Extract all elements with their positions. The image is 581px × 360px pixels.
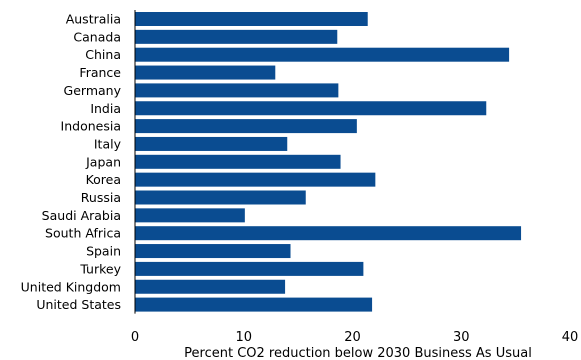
category-label-germany: Germany — [64, 83, 122, 98]
category-label-france: France — [79, 65, 121, 80]
bar-turkey — [135, 261, 364, 276]
bar-spain — [135, 244, 291, 259]
bar-korea — [135, 172, 376, 187]
bar-united-kingdom — [135, 279, 286, 294]
bar-india — [135, 101, 487, 116]
x-tick-label-40: 40 — [562, 330, 579, 345]
bar-china — [135, 47, 510, 62]
category-label-russia: Russia — [81, 190, 121, 205]
category-label-turkey: Turkey — [79, 261, 121, 276]
x-tick-label-20: 20 — [344, 330, 361, 345]
bar-italy — [135, 136, 288, 151]
category-label-australia: Australia — [66, 12, 121, 27]
bar-indonesia — [135, 119, 357, 134]
category-label-india: India — [90, 101, 121, 116]
category-label-saudi-arabia: Saudi Arabia — [42, 208, 121, 223]
category-label-japan: Japan — [85, 154, 121, 169]
x-tick-label-30: 30 — [453, 330, 470, 345]
x-tick-label-0: 0 — [131, 330, 139, 345]
bar-saudi-arabia — [135, 208, 245, 223]
bar-canada — [135, 29, 338, 44]
bar-australia — [135, 12, 368, 26]
bar-russia — [135, 190, 306, 205]
bar-japan — [135, 154, 341, 169]
bar-south-africa — [135, 226, 522, 241]
bar-united-states — [135, 297, 373, 312]
category-label-spain: Spain — [86, 244, 121, 259]
category-label-china: China — [85, 47, 121, 62]
bar-france — [135, 65, 276, 80]
bars-group — [135, 12, 522, 312]
category-label-united-states: United States — [36, 297, 121, 312]
category-label-indonesia: Indonesia — [61, 119, 121, 134]
category-label-united-kingdom: United Kingdom — [21, 279, 121, 294]
x-tick-label-10: 10 — [235, 330, 252, 345]
category-labels: Australia Canada China France Germany India In… — [21, 12, 122, 313]
category-label-canada: Canada — [73, 29, 121, 44]
category-label-south-africa: South Africa — [45, 226, 121, 241]
x-axis-label: Percent CO2 reduction below 2030 Busines… — [184, 346, 532, 360]
category-label-italy: Italy — [94, 136, 122, 151]
bar-germany — [135, 83, 339, 98]
x-tick-labels: 0 10 20 30 40 — [131, 330, 578, 345]
category-label-korea: Korea — [86, 172, 121, 187]
